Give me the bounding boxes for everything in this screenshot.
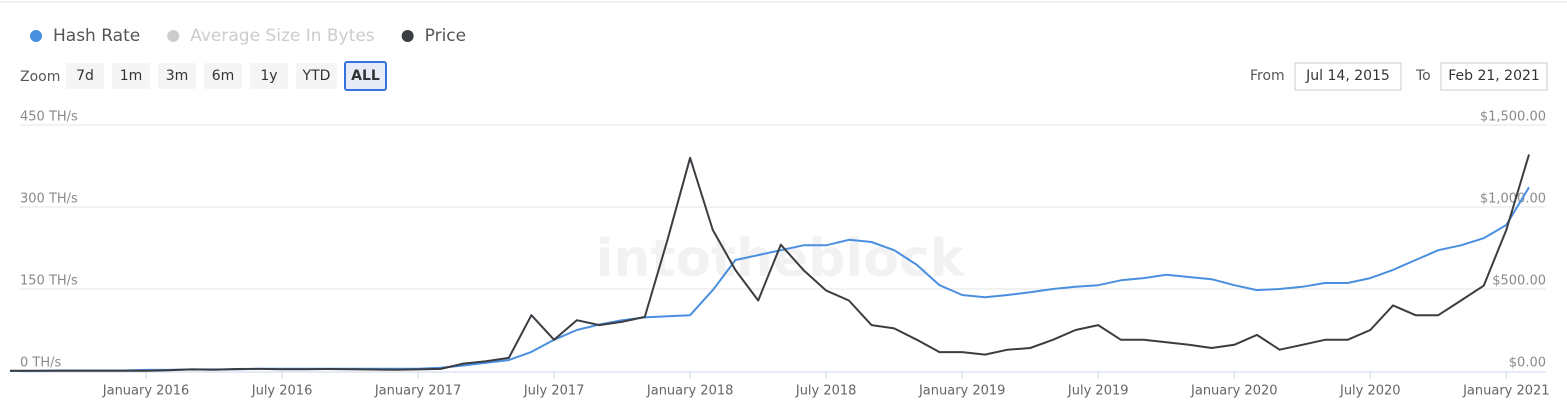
x-tick-label: July 2016 xyxy=(251,384,313,399)
x-tick-label: July 2017 xyxy=(523,384,585,399)
zoom-button[interactable] xyxy=(250,63,288,89)
x-tick-label: July 2019 xyxy=(1067,384,1129,399)
zoom-button[interactable] xyxy=(158,63,196,89)
x-tick-label: January 2016 xyxy=(102,384,190,399)
zoom-button-label: 1y xyxy=(260,68,277,84)
zoom-label: Zoom xyxy=(20,69,60,85)
x-tick-label: January 2021 xyxy=(1462,384,1550,399)
x-tick-label: July 2020 xyxy=(1339,384,1401,399)
legend-label[interactable]: Hash Rate xyxy=(53,26,140,46)
zoom-button-label: 3m xyxy=(166,68,189,84)
from-label: From xyxy=(1250,68,1285,84)
zoom-button[interactable] xyxy=(296,63,337,89)
legend-marker[interactable] xyxy=(401,30,414,42)
to-label: To xyxy=(1415,68,1431,84)
zoom-button-label: ALL xyxy=(351,68,380,84)
zoom-button-label: 6m xyxy=(212,68,235,84)
zoom-button-label: 7d xyxy=(76,68,94,84)
y-tick-label: 300 TH/s xyxy=(20,192,78,207)
legend-label[interactable]: Average Size In Bytes xyxy=(190,26,375,46)
y-tick-label: 0 TH/s xyxy=(20,356,61,371)
y-tick-label: 150 TH/s xyxy=(20,274,78,289)
series-line xyxy=(10,154,1530,372)
y-tick-label: 450 TH/s xyxy=(20,110,78,125)
x-tick-label: January 2019 xyxy=(918,384,1006,399)
x-tick-label: January 2017 xyxy=(374,384,462,399)
y2-tick-label: $1,500.00 xyxy=(1480,110,1546,125)
y2-tick-label: $0.00 xyxy=(1509,356,1546,371)
to-input[interactable] xyxy=(1440,62,1548,91)
watermark: intotheblock xyxy=(596,229,966,289)
zoom-button[interactable] xyxy=(112,63,150,89)
x-tick-label: January 2018 xyxy=(646,384,734,399)
from-input[interactable] xyxy=(1294,62,1402,91)
from-date: Jul 14, 2015 xyxy=(1305,68,1390,84)
zoom-button-label: YTD xyxy=(302,68,331,84)
y2-tick-label: $500.00 xyxy=(1492,274,1546,289)
zoom-button[interactable] xyxy=(204,63,242,89)
zoom-button[interactable] xyxy=(344,61,387,91)
zoom-button[interactable] xyxy=(66,63,104,89)
to-date: Feb 21, 2021 xyxy=(1448,68,1540,84)
legend-label[interactable]: Price xyxy=(425,26,466,46)
zoom-button-label: 1m xyxy=(120,68,143,84)
y2-tick-label: $1,000.00 xyxy=(1480,192,1546,207)
legend-marker[interactable] xyxy=(30,30,42,42)
legend-marker[interactable] xyxy=(167,30,180,42)
x-tick-label: July 2018 xyxy=(795,384,857,399)
x-tick-label: January 2020 xyxy=(1190,384,1278,399)
